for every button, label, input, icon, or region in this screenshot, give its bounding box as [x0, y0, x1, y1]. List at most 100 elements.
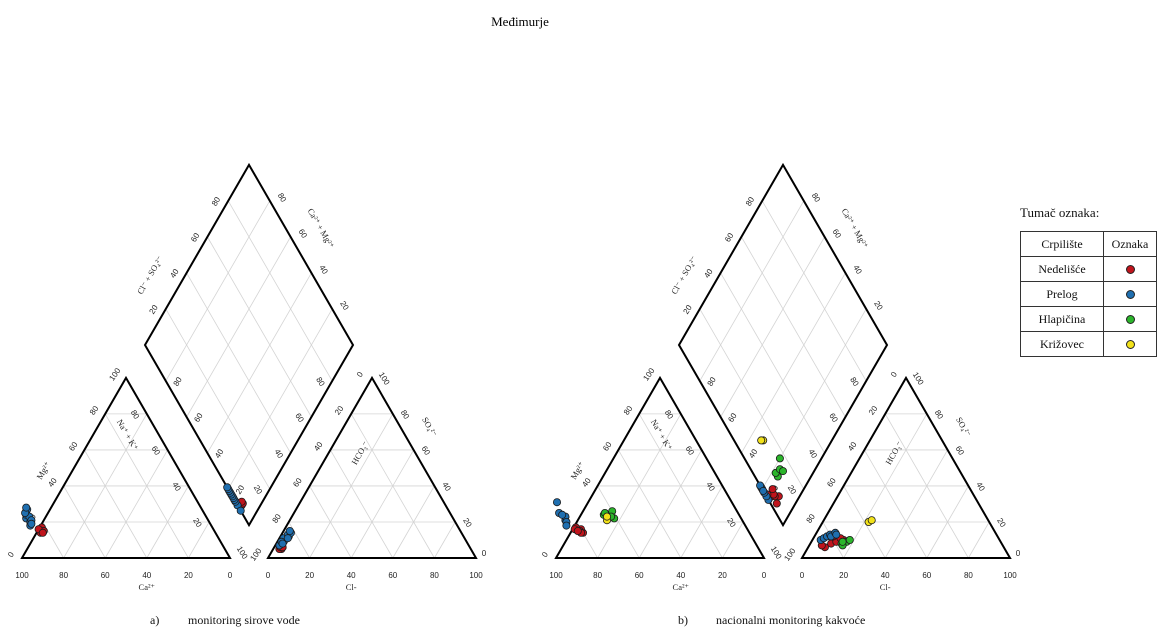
- data-point-diamond: [768, 485, 777, 494]
- tick-label: 80: [59, 571, 68, 580]
- tick-label: 40: [317, 263, 330, 276]
- tick-label: 80: [964, 571, 973, 580]
- grid-line: [618, 449, 682, 559]
- marker-dot-icon: [1125, 315, 1135, 325]
- grid-line: [720, 236, 825, 418]
- tick-label: 20: [184, 571, 193, 580]
- legend: Tumač oznaka: Crpilište Oznaka Nedelišće…: [1020, 205, 1157, 357]
- data-point-cation: [558, 510, 567, 519]
- tick-label: 80: [663, 408, 676, 421]
- legend-marker-cell: [1103, 256, 1157, 282]
- tick-label: 40: [46, 476, 59, 489]
- tick-label: 40: [807, 448, 820, 461]
- grid-line: [42, 521, 64, 559]
- tick-label: 60: [297, 227, 310, 240]
- tick-label: 80: [805, 512, 818, 525]
- grid-line: [761, 308, 867, 490]
- caption-letter-a: a): [150, 613, 159, 627]
- diamond-frame: [677, 162, 889, 528]
- grid-line: [741, 236, 846, 418]
- tick-label: 20: [338, 299, 351, 312]
- tick-label: 100: [469, 571, 483, 580]
- tick-label: 20: [333, 404, 346, 417]
- marker-dot-icon: [1125, 265, 1135, 275]
- tick-label: 100: [782, 546, 797, 563]
- grid-line: [597, 485, 640, 559]
- legend-row: Križovec: [1020, 331, 1157, 357]
- data-point-cation: [38, 528, 47, 537]
- tick-label: 40: [440, 480, 453, 493]
- grid-line: [104, 449, 168, 559]
- legend-table: Crpilište Oznaka Nedelišće Prelog Hlapič…: [1020, 231, 1157, 357]
- grid-line: [104, 413, 189, 559]
- anion-triangle-frame: [800, 375, 1012, 559]
- axis-label-cl-so4: Cl⁻ + SO₄²⁻: [135, 254, 165, 296]
- data-point-cation: [603, 512, 612, 521]
- tick-label: 80: [399, 408, 412, 421]
- tick-label: 0: [1016, 549, 1021, 558]
- grid-line: [638, 413, 723, 559]
- tick-label: 60: [723, 231, 736, 244]
- legend-title: Tumač oznaka:: [1020, 205, 1100, 220]
- tick-label: 20: [867, 404, 880, 417]
- grid-line: [884, 413, 969, 559]
- legend-site-name: Prelog: [1020, 281, 1104, 307]
- series-križovec: [603, 436, 876, 527]
- legend-marker-cell: [1103, 306, 1157, 332]
- tick-label: 100: [235, 545, 250, 562]
- grid-line: [968, 521, 990, 559]
- tick-label: 40: [846, 440, 859, 453]
- data-point-cation: [27, 519, 36, 528]
- tick-label: 80: [622, 404, 635, 417]
- tick-label: 80: [88, 404, 101, 417]
- piper-panel-a: 1008060402000204060801008060402010002040…: [6, 162, 487, 592]
- axis-label-ca: Ca²⁺: [139, 582, 156, 592]
- grid-line: [722, 521, 744, 559]
- tick-label: 100: [248, 546, 263, 563]
- data-point-diamond: [779, 467, 788, 476]
- tick-label: 80: [210, 195, 223, 208]
- grid-line: [63, 485, 106, 559]
- grid-line: [350, 413, 435, 559]
- grid-line: [350, 449, 414, 559]
- tick-label: 20: [786, 484, 799, 497]
- tick-label: 0: [540, 550, 550, 559]
- grid-line: [186, 236, 291, 418]
- cation-triangle-frame: [20, 375, 232, 559]
- grid-line: [84, 449, 148, 559]
- tick-label: 40: [312, 440, 325, 453]
- diamond-frame: [143, 162, 355, 528]
- axis-label-so4: SO₄²⁻: [420, 415, 439, 439]
- legend-site-name: Hlapičina: [1020, 306, 1104, 332]
- data-point-diamond: [223, 483, 232, 492]
- caption-a: monitoring sirove vode: [188, 613, 300, 627]
- tick-label: 0: [6, 550, 16, 559]
- tick-label: 20: [148, 303, 161, 316]
- data-point-diamond: [759, 486, 768, 495]
- tick-label: 40: [747, 447, 760, 460]
- tick-label: 40: [974, 480, 987, 493]
- tick-label: 60: [922, 571, 931, 580]
- tick-label: 40: [347, 571, 356, 580]
- cation-triangle-frame: [554, 375, 766, 559]
- tick-label: 0: [228, 571, 233, 580]
- tick-label: 20: [995, 516, 1008, 529]
- tick-label: 40: [168, 267, 181, 280]
- tick-label: 80: [933, 408, 946, 421]
- tick-label: 60: [192, 411, 205, 424]
- marker-dot-icon: [1125, 290, 1135, 300]
- tick-label: 60: [101, 571, 110, 580]
- axis-label-cl: Cl-: [880, 582, 891, 592]
- tick-label: 60: [831, 227, 844, 240]
- tick-label: 0: [266, 571, 271, 580]
- grid-line: [288, 521, 310, 559]
- tick-label: 60: [291, 476, 304, 489]
- tick-label: 40: [702, 267, 715, 280]
- legend-marker-cell: [1103, 331, 1157, 357]
- tick-label: 80: [271, 512, 284, 525]
- tick-label: 80: [744, 195, 757, 208]
- tick-label: 0: [889, 370, 899, 379]
- grid-line: [843, 485, 886, 559]
- legend-marker-cell: [1103, 281, 1157, 307]
- grid-line: [309, 485, 352, 559]
